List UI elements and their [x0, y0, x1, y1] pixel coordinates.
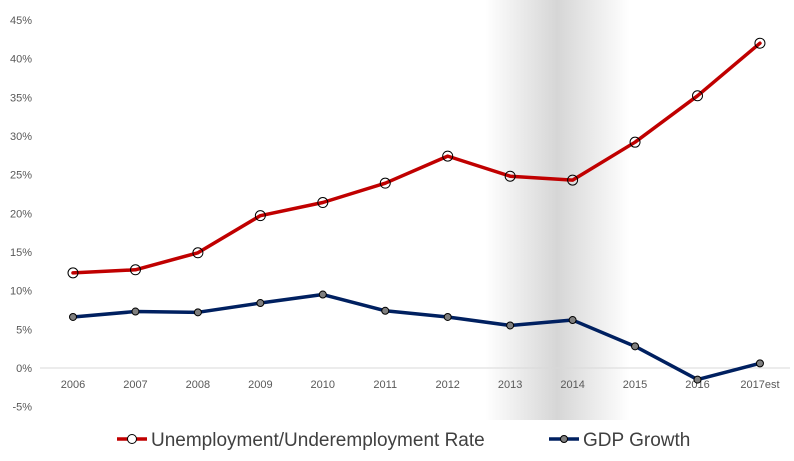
- data-point: [567, 174, 579, 186]
- data-point: [381, 306, 390, 315]
- legend-item: Unemployment/Underemployment Rate: [117, 430, 485, 451]
- x-tick-label: 2016: [685, 379, 709, 391]
- data-point: [129, 264, 141, 276]
- data-point: [379, 177, 391, 189]
- legend-swatch-marker: [127, 434, 137, 444]
- series-line: [71, 41, 762, 275]
- x-tick-label: 2011: [373, 379, 397, 391]
- x-tick-label: 2009: [248, 379, 272, 391]
- y-tick-label: 20%: [10, 208, 32, 220]
- data-point: [131, 307, 140, 316]
- data-point: [692, 90, 703, 102]
- x-tick-label: 2017est: [740, 379, 779, 391]
- data-point: [192, 247, 204, 259]
- data-point: [317, 197, 329, 209]
- series-2: [69, 290, 764, 384]
- data-point: [193, 308, 202, 317]
- data-point: [318, 290, 327, 299]
- data-point: [442, 150, 454, 162]
- y-tick-label: 40%: [10, 54, 32, 66]
- series-layer: [67, 37, 766, 384]
- legend-label: Unemployment/Underemployment Rate: [151, 430, 485, 451]
- data-point: [69, 312, 77, 321]
- x-tick-label: 2014: [560, 379, 584, 391]
- data-point: [631, 342, 640, 351]
- x-axis-ticks: 2006 2007 2008 2009 2010 2011 2012 2013 2014 2015…: [61, 379, 780, 391]
- data-point: [568, 316, 577, 325]
- data-point: [254, 210, 266, 222]
- series-line: [71, 292, 762, 382]
- shaded-region: [485, 0, 630, 420]
- x-tick-label: 2015: [623, 379, 647, 391]
- y-axis-ticks: -5% 0% 5% 10% 15% 20% 25% 30% 35% 40% 45%: [10, 15, 32, 414]
- series-1: [67, 37, 766, 279]
- data-point: [506, 321, 515, 330]
- x-tick-label: 2006: [61, 379, 85, 391]
- x-tick-label: 2012: [435, 379, 459, 391]
- y-tick-label: 25%: [10, 170, 32, 182]
- x-tick-label: 2013: [498, 379, 522, 391]
- y-tick-label: 0%: [16, 363, 32, 375]
- legend: Unemployment/Underemployment Rate GDP Gro…: [117, 430, 690, 451]
- data-point: [67, 267, 79, 279]
- data-point: [755, 359, 764, 368]
- y-tick-label: 15%: [10, 247, 32, 259]
- y-tick-label: 10%: [10, 286, 32, 298]
- data-point: [629, 136, 641, 148]
- data-point: [256, 299, 265, 308]
- y-tick-label: 5%: [16, 324, 32, 336]
- y-tick-label: 35%: [10, 92, 32, 104]
- data-point: [693, 375, 702, 384]
- legend-swatch-marker: [560, 435, 568, 443]
- y-tick-label: 45%: [10, 15, 32, 27]
- x-tick-label: 2010: [311, 379, 335, 391]
- data-point: [504, 170, 516, 182]
- x-tick-label: 2008: [186, 379, 210, 391]
- y-tick-label: -5%: [12, 402, 32, 414]
- x-tick-label: 2007: [123, 379, 147, 391]
- y-tick-label: 30%: [10, 131, 32, 143]
- legend-item: GDP Growth: [549, 430, 690, 451]
- legend-label: GDP Growth: [583, 430, 690, 451]
- data-point: [443, 312, 452, 321]
- data-point: [754, 37, 766, 49]
